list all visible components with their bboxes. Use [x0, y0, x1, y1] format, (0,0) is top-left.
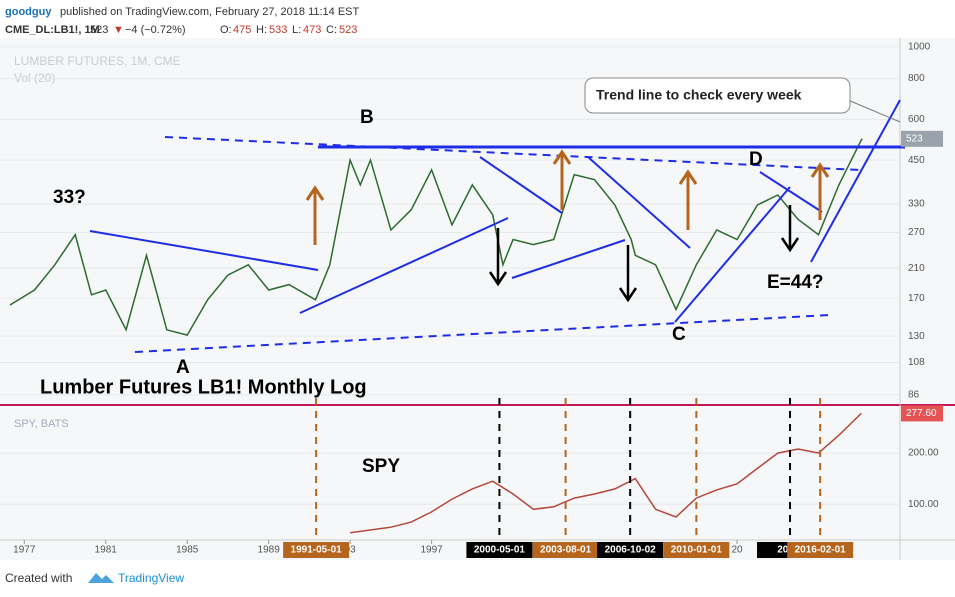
annotation: SPY	[362, 456, 400, 477]
y-tick-label: 210	[908, 263, 925, 274]
ohlc-label: L:	[292, 24, 301, 36]
y-tick-label: 330	[908, 199, 925, 210]
trend-line	[89, 230, 319, 271]
trend-line	[511, 239, 626, 279]
ohlc-value: 473	[303, 24, 321, 36]
annotation: C	[672, 324, 686, 345]
caption: Lumber Futures LB1! Monthly Log	[40, 376, 367, 398]
date-marker-label: 2003-08-01	[540, 545, 592, 556]
date-marker-box	[466, 542, 533, 558]
date-marker-label: 1991-05-01	[291, 545, 343, 556]
logo	[88, 573, 114, 583]
down-arrow	[488, 228, 508, 287]
drawings	[89, 77, 905, 353]
date-marker-box	[532, 542, 599, 558]
trend-line	[674, 186, 791, 323]
annotation: A	[176, 357, 190, 378]
y-tick-label: 1000	[908, 42, 931, 53]
price-line	[9, 138, 863, 336]
last-price-box	[901, 405, 943, 422]
y-tick-label: 130	[908, 331, 925, 342]
ohlc-label: H:	[256, 24, 267, 36]
date-marker-box	[787, 542, 854, 558]
y-tick-label: 86	[908, 389, 920, 400]
date-marker-box	[597, 542, 664, 558]
date-marker-box	[283, 542, 350, 558]
ohlc-label: C:	[326, 24, 337, 36]
ohlc-value: 475	[233, 24, 251, 36]
date-marker-label: 2000-05-01	[474, 545, 526, 556]
last-price-label: 523	[906, 133, 923, 144]
change: −4 (−0.72%)	[125, 24, 186, 36]
x-tick-label: 1997	[420, 545, 443, 556]
author[interactable]: goodguy	[5, 6, 52, 18]
y-tick-label: 600	[908, 114, 925, 125]
up-arrow	[678, 169, 698, 230]
pane-title: SPY, BATS	[14, 418, 69, 430]
x-tick-label: 93	[345, 545, 357, 556]
y-tick-label: 108	[908, 357, 925, 368]
x-tick-label: 1981	[95, 545, 118, 556]
trend-line	[479, 156, 563, 214]
y-tick-label: 270	[908, 227, 925, 238]
up-arrow	[810, 162, 830, 220]
trend-line	[164, 136, 861, 171]
trend-line	[759, 171, 823, 213]
symbol: CME_DL:LB1!, 1M	[5, 24, 100, 36]
up-arrow	[552, 149, 572, 210]
y-tick-label: 200.00	[908, 448, 939, 459]
date-marker-box	[663, 542, 730, 558]
chart-area	[0, 38, 955, 560]
y-tick-label: 450	[908, 155, 925, 166]
annotation: 33?	[53, 187, 86, 208]
callout-box	[584, 77, 851, 114]
footer-text: Created with	[5, 571, 72, 585]
ohlc-value: 523	[339, 24, 357, 36]
change-arrow: ▼	[113, 24, 124, 36]
y-tick-label: 100.00	[908, 499, 939, 510]
trend-line	[810, 99, 901, 263]
annotation: D	[749, 149, 763, 170]
x-tick-label: 1989	[258, 545, 281, 556]
y-tick-label: 800	[908, 73, 925, 84]
brand-link[interactable]: TradingView	[118, 571, 184, 585]
annotation: B	[360, 107, 374, 128]
x-tick-label: 1977	[13, 545, 36, 556]
x-tick-label: 1985	[176, 545, 199, 556]
annotation: E=44?	[767, 272, 824, 293]
published: published on TradingView.com, February 2…	[60, 6, 360, 18]
callout-text: Trend line to check every week	[596, 87, 802, 103]
last-price-box	[901, 130, 943, 147]
callout-pointer	[847, 99, 901, 123]
trend-line	[299, 217, 509, 314]
x-tick-label: 20	[732, 545, 744, 556]
pane-title: LUMBER FUTURES, 1M, CME	[14, 54, 181, 68]
trend-line	[587, 156, 691, 249]
last-price-label: 277.60	[906, 408, 937, 419]
down-arrow	[618, 245, 638, 303]
price: 523	[90, 24, 108, 36]
date-marker-label: 2010-01-01	[671, 545, 723, 556]
trend-line	[134, 314, 831, 353]
date-marker-label: 2006-10-02	[605, 545, 657, 556]
date-marker-label: 2016-02-01	[795, 545, 847, 556]
price-line	[349, 412, 862, 534]
down-arrow	[780, 205, 800, 253]
up-arrow	[305, 185, 325, 245]
y-tick-label: 170	[908, 293, 925, 304]
ohlc-value: 533	[269, 24, 287, 36]
ohlc-label: O:	[220, 24, 232, 36]
